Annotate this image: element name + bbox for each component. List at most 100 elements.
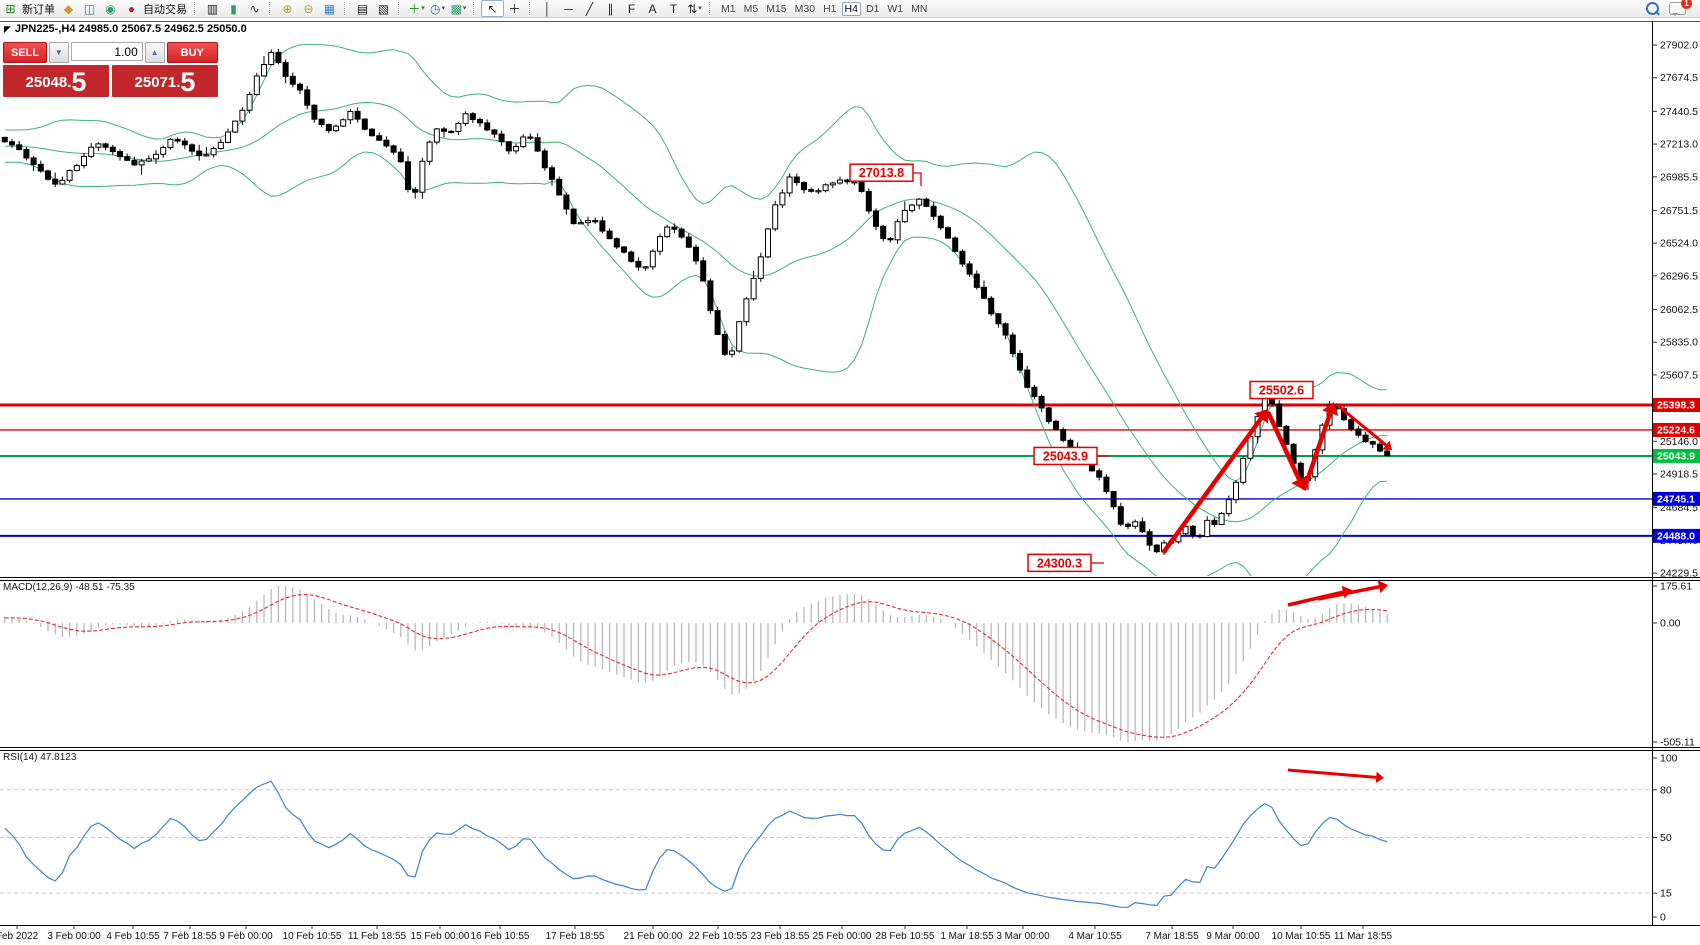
strategy-tester-button[interactable]: ◫: [79, 1, 100, 16]
rsi-indicator-label: RSI(14) 47.8123: [3, 752, 77, 763]
line-chart-button[interactable]: ∿: [244, 1, 265, 16]
text-icon: A: [648, 1, 657, 16]
bar-chart-button[interactable]: ▥: [202, 1, 223, 16]
arrow-tools-icon: ⇅: [687, 1, 698, 16]
time-axis-label: 3 Feb 00:00: [47, 931, 101, 942]
volume-decrease-button[interactable]: ▼: [49, 42, 69, 63]
timeframe-m5[interactable]: M5: [743, 2, 759, 15]
eraser-button[interactable]: ◆: [58, 1, 79, 16]
price-axis-label: 27440.5: [1660, 106, 1698, 118]
toolbar-separator: [269, 2, 274, 15]
price-annotation-box: [1027, 553, 1092, 573]
time-axis-label: 25 Feb 00:00: [813, 931, 872, 942]
cursor-tool-button[interactable]: ↖: [481, 0, 504, 17]
text-tool-button[interactable]: A: [642, 1, 663, 16]
fibonacci-tool-button[interactable]: F: [621, 1, 642, 16]
rsi-scale-label: 80: [1660, 784, 1672, 796]
rsi-scale-label: 15: [1660, 888, 1672, 900]
time-axis-label: 7 Mar 18:55: [1145, 931, 1199, 942]
price-axis: 27902.0 27674.5 27440.5 27213.0 26985.5 26751…: [1652, 40, 1700, 924]
clock-icon: ◷: [430, 1, 441, 16]
time-axis-label: 11 Feb 18:55: [348, 931, 407, 942]
time-axis: Feb 2022 3 Feb 00:00 4 Feb 10:55 7 Feb 18:5…: [0, 925, 1393, 942]
templates-button[interactable]: ▧: [373, 1, 394, 16]
chart-pointer-icon: ◤: [4, 23, 11, 34]
notification-badge: 1: [1681, 0, 1692, 9]
timeframe-h4[interactable]: H4: [841, 1, 861, 16]
time-axis-label: 22 Feb 10:55: [689, 931, 748, 942]
text-label-tool-button[interactable]: T: [663, 1, 684, 16]
price-axis-label: 25146.0: [1660, 436, 1698, 448]
horizontal-line-tool-button[interactable]: ─: [558, 1, 579, 16]
timeframe-m1[interactable]: M1: [721, 2, 736, 15]
sell-price[interactable]: 25048. 5: [3, 65, 109, 97]
volume-input[interactable]: [70, 42, 143, 61]
trendline-icon: ╱: [585, 1, 594, 16]
line-chart-icon: ∿: [249, 1, 260, 16]
vertical-line-tool-button[interactable]: │: [537, 1, 558, 16]
candle-chart-button[interactable]: ▮: [223, 1, 244, 16]
arrow-tools-button[interactable]: ⇅ ▾: [684, 1, 705, 16]
price-level-badge-text: 25224.6: [1657, 424, 1695, 436]
trend-arrow-head: [1377, 580, 1388, 594]
price-axis-label: 27213.0: [1660, 139, 1698, 151]
buy-button[interactable]: BUY: [166, 42, 219, 63]
chart-settings-icon: ▩: [450, 1, 462, 16]
periods-button[interactable]: ◷ ▾: [427, 1, 448, 16]
zoom-out-button[interactable]: ⊖: [298, 1, 319, 16]
price-axis-label: 26751.5: [1660, 205, 1698, 217]
channel-icon: ∥: [607, 1, 614, 16]
toolbar-separator: [529, 2, 534, 15]
chevron-down-icon: ▾: [421, 4, 425, 12]
volume-increase-button[interactable]: ▲: [144, 42, 165, 63]
timeframe-m15[interactable]: M15: [766, 2, 787, 15]
sell-button[interactable]: SELL: [3, 42, 48, 63]
timeframe-h1[interactable]: H1: [823, 2, 837, 15]
chat-icon[interactable]: 1: [1669, 0, 1692, 16]
buy-price[interactable]: 25071. 5: [112, 65, 218, 97]
timeframe-d1[interactable]: D1: [865, 2, 880, 15]
time-axis-label: 1 Mar 18:55: [940, 931, 994, 942]
strategy-tester-icon: ◫: [83, 1, 96, 16]
time-axis-label: 21 Feb 00:00: [624, 931, 683, 942]
trend-arrow: [1301, 412, 1333, 491]
price-level-badge: [1653, 491, 1700, 506]
time-axis-label: 23 Feb 18:55: [751, 931, 810, 942]
auto-trading-label[interactable]: 自动交易: [143, 3, 187, 16]
trendline-tool-button[interactable]: ╱: [579, 1, 600, 16]
auto-trading-button[interactable]: ●: [121, 1, 142, 16]
channel-tool-button[interactable]: ∥: [600, 1, 621, 16]
price-level-badge: [1653, 422, 1700, 437]
timeframe-w1[interactable]: W1: [887, 2, 904, 15]
macd-indicator-label: MACD(12,26,9) -48.51 -75.35: [3, 582, 135, 593]
horizontal-line-icon: ─: [564, 1, 573, 16]
alerts-button[interactable]: ◉: [100, 1, 121, 16]
add-indicator-button[interactable]: ＋ ▾: [406, 1, 427, 16]
symbol-ohlc-text: JPN225-,H4 24985.0 25067.5 24962.5 25050…: [14, 23, 247, 35]
indicator-window-button[interactable]: ▤: [352, 1, 373, 16]
toolbar-separator: [473, 2, 478, 15]
timeframe-mn[interactable]: MN: [911, 2, 928, 15]
price-axis-label: 24229.5: [1660, 568, 1698, 580]
price-axis-label: 26062.5: [1660, 304, 1698, 316]
price-level-badge-text: 25043.9: [1657, 450, 1695, 462]
new-order-button[interactable]: ⊞: [0, 1, 21, 16]
price-axis-label: 25835.0: [1660, 337, 1698, 349]
search-icon[interactable]: [1646, 2, 1659, 15]
macd-scale-label: -505.11: [1660, 737, 1695, 749]
macd-scale-label: 175.61: [1660, 581, 1692, 593]
crosshair-icon: ＋: [508, 1, 521, 16]
timeframe-m30[interactable]: M30: [794, 2, 816, 15]
price-level-badge-text: 25398.3: [1657, 399, 1695, 411]
zoom-in-button[interactable]: ⊕: [277, 1, 298, 16]
chevron-down-icon: ▾: [698, 4, 702, 12]
trend-arrow: [1287, 768, 1377, 779]
tile-windows-button[interactable]: ▦: [319, 1, 340, 16]
crosshair-tool-button[interactable]: ＋: [504, 1, 525, 16]
chevron-down-icon: ▾: [462, 4, 467, 12]
toolbar-separator: [194, 2, 199, 15]
chart-settings-button[interactable]: ▩ ▾: [448, 1, 469, 16]
new-order-label[interactable]: 新订单: [22, 3, 55, 16]
